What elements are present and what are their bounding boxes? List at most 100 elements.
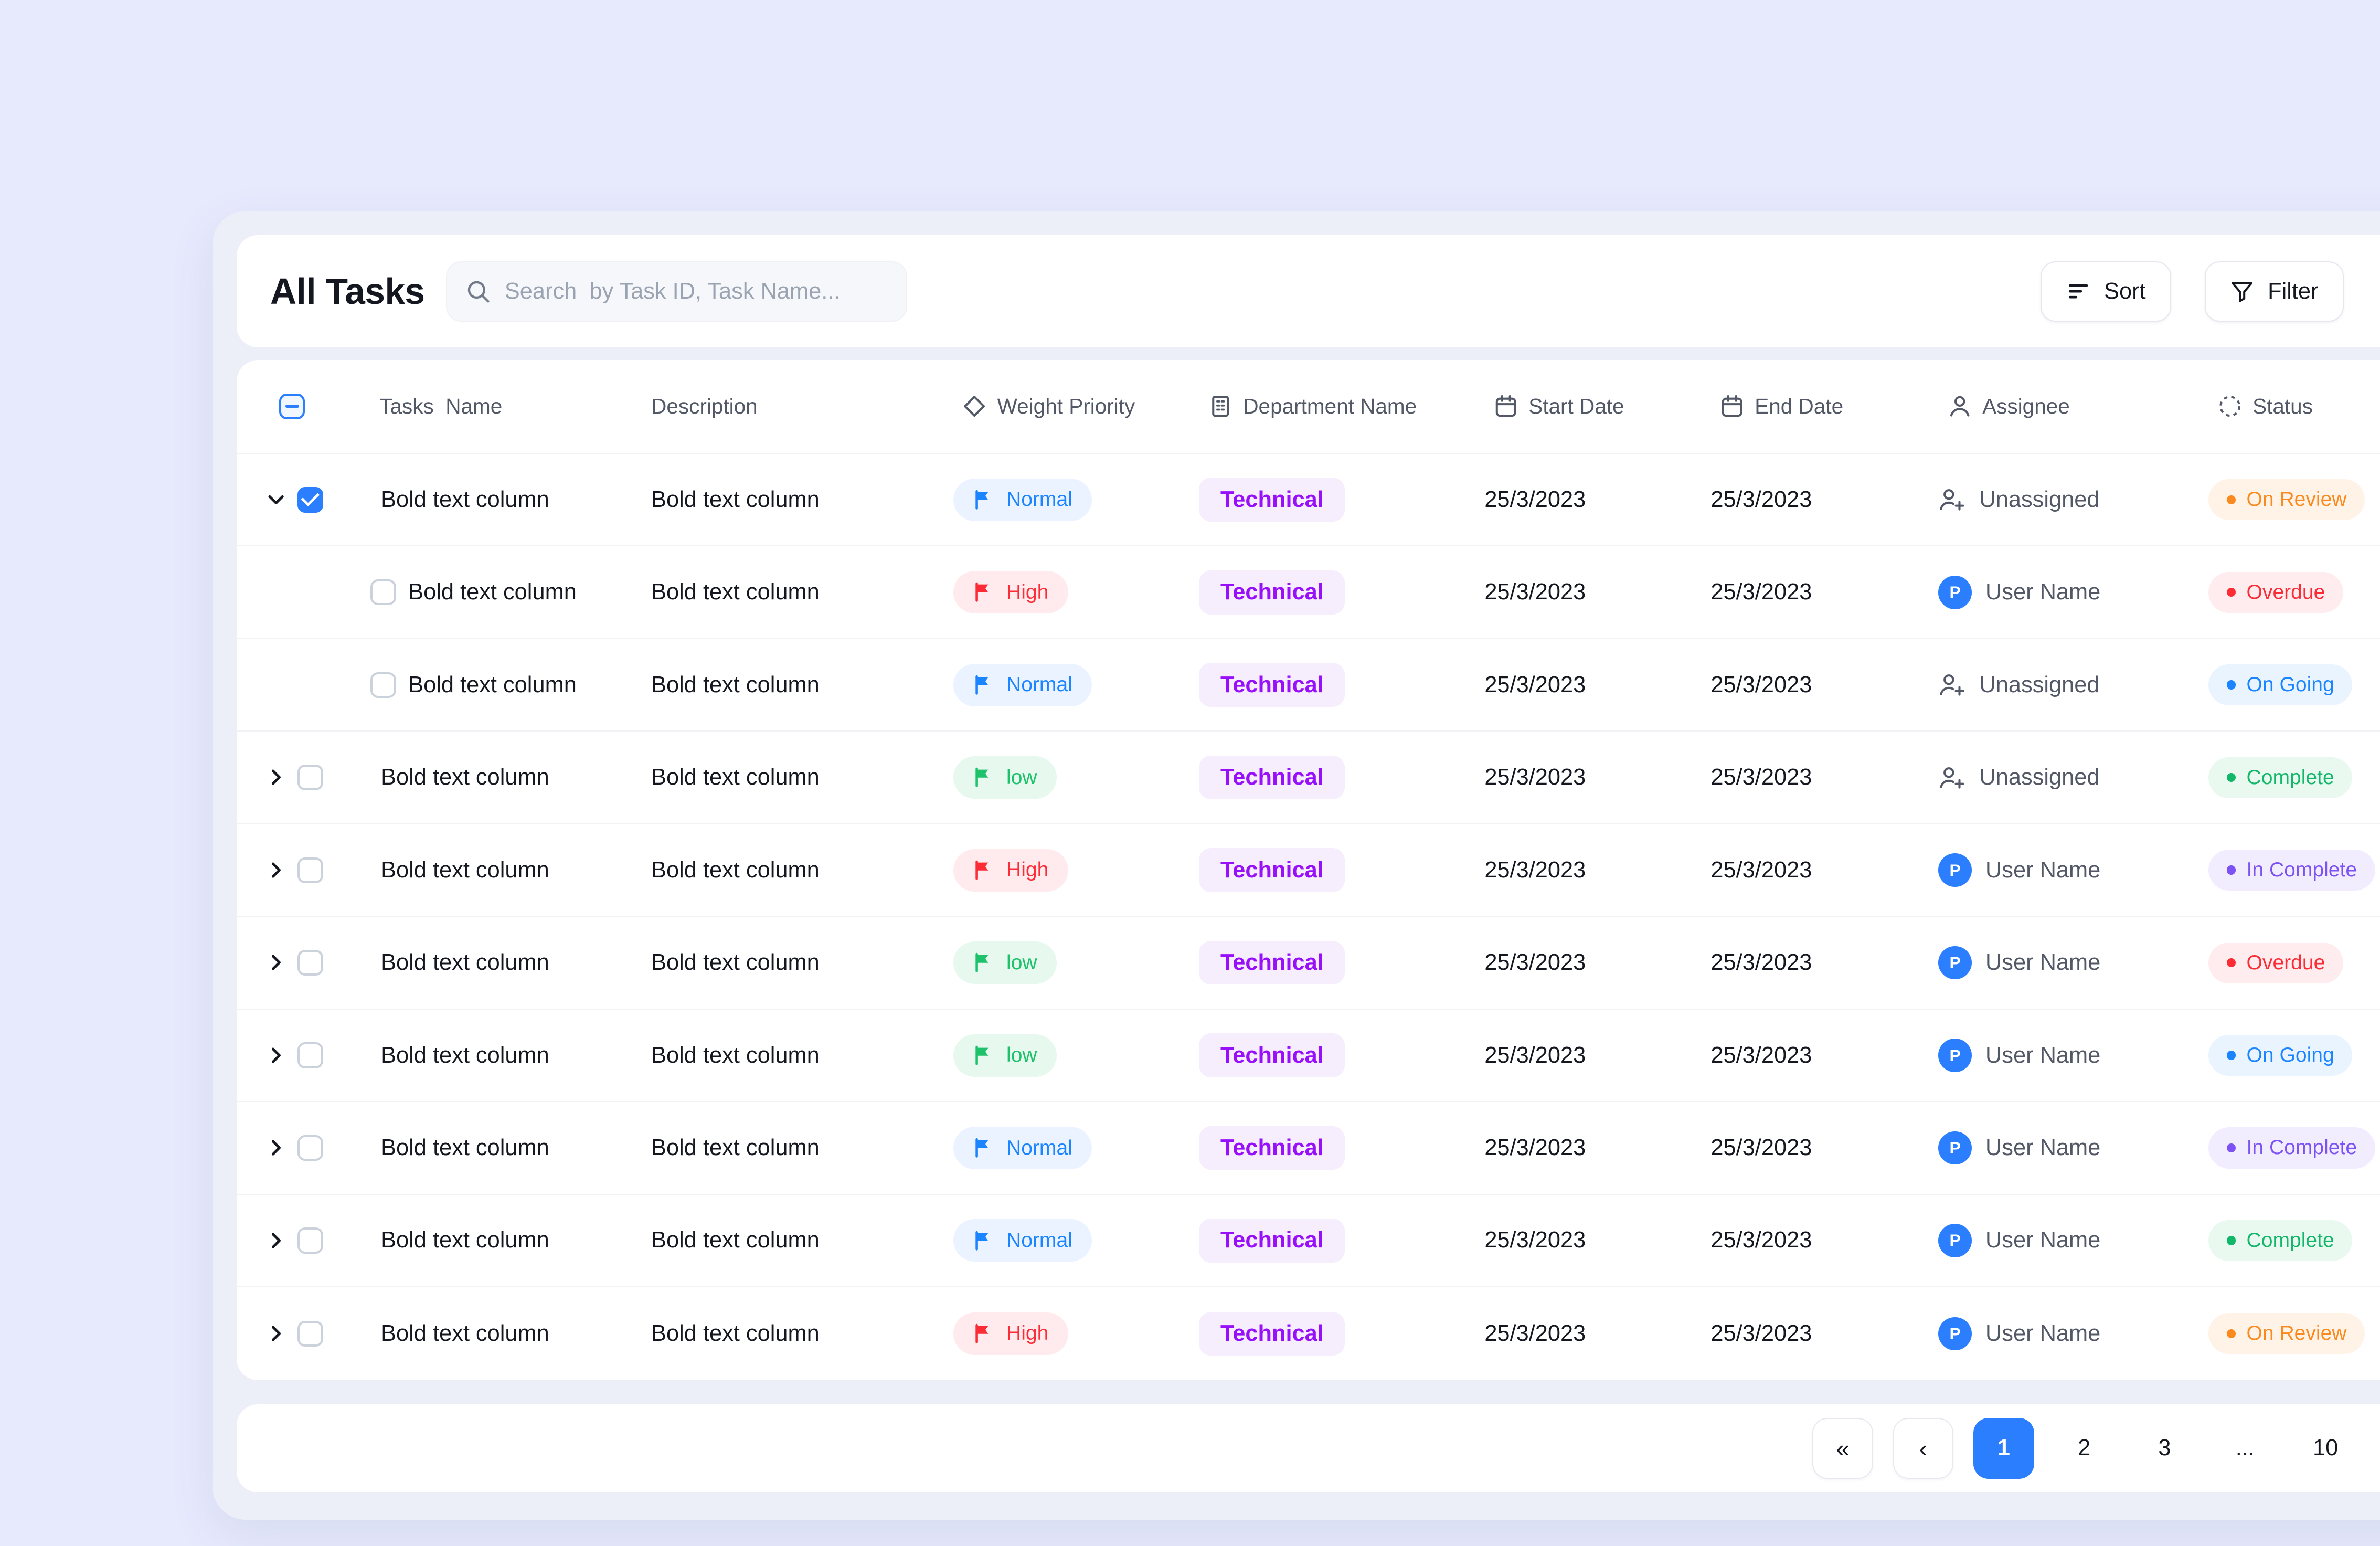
row-checkbox[interactable] xyxy=(370,672,396,698)
row-expander[interactable] xyxy=(261,488,292,512)
first-page-button[interactable]: « xyxy=(1812,1418,1873,1479)
flag-icon xyxy=(973,1323,994,1344)
search-box[interactable] xyxy=(446,261,907,322)
department-badge: Technical xyxy=(1199,1312,1345,1356)
status-badge: On Going xyxy=(2208,664,2352,705)
filter-icon xyxy=(2230,279,2254,303)
row-expander[interactable] xyxy=(261,1043,292,1067)
row-checkbox[interactable] xyxy=(298,857,323,883)
department-badge: Technical xyxy=(1199,1219,1345,1263)
priority-badge: High xyxy=(953,571,1068,613)
start-date: 25/3/2023 xyxy=(1484,579,1586,605)
end-date: 25/3/2023 xyxy=(1710,672,1812,698)
prev-page-button[interactable]: ‹ xyxy=(1893,1418,1954,1479)
filter-label: Filter xyxy=(2268,279,2318,304)
department-badge: Technical xyxy=(1199,570,1345,615)
row-checkbox[interactable] xyxy=(298,950,323,976)
row-checkbox[interactable] xyxy=(298,1321,323,1347)
unassigned-person-icon xyxy=(1938,671,1965,698)
search-icon xyxy=(465,279,491,304)
priority-badge: Normal xyxy=(953,1127,1092,1169)
priority-label: High xyxy=(1006,581,1048,604)
assignee-name: User Name xyxy=(1985,1321,2100,1347)
assignee-name: User Name xyxy=(1985,1135,2100,1161)
assignee-name: Unassigned xyxy=(1979,487,2099,513)
unassigned-person-icon xyxy=(1938,486,1965,513)
task-name: Bold text column xyxy=(381,1135,549,1161)
next-page-button[interactable]: › xyxy=(2376,1418,2380,1479)
start-date: 25/3/2023 xyxy=(1484,487,1586,513)
department-badge: Technical xyxy=(1199,941,1345,985)
select-all-checkbox[interactable] xyxy=(279,394,305,419)
row-expander[interactable] xyxy=(261,858,292,882)
chevron-right-icon xyxy=(264,1321,288,1346)
row-checkbox[interactable] xyxy=(298,487,323,513)
sort-button[interactable]: Sort xyxy=(2041,261,2171,322)
priority-badge: Normal xyxy=(953,479,1092,521)
task-description: Bold text column xyxy=(651,672,820,698)
priority-label: High xyxy=(1006,1322,1048,1345)
page-button-3[interactable]: 3 xyxy=(2134,1418,2195,1479)
footer: « ‹ 123... 10 › xyxy=(237,1404,2380,1492)
row-checkbox[interactable] xyxy=(298,1135,323,1161)
avatar: P xyxy=(1938,576,1972,609)
start-date: 25/3/2023 xyxy=(1484,857,1586,883)
search-input[interactable] xyxy=(505,279,884,304)
start-date: 25/3/2023 xyxy=(1484,1135,1586,1161)
page-title: All Tasks xyxy=(270,270,424,312)
page-ellipsis: ... xyxy=(2215,1418,2276,1479)
page-button-10[interactable]: 10 xyxy=(2295,1418,2356,1479)
priority-badge: low xyxy=(953,941,1057,984)
priority-label: Normal xyxy=(1006,1229,1072,1252)
column-header-assignee: Assignee xyxy=(1982,394,2070,419)
priority-label: High xyxy=(1006,859,1048,882)
end-date: 25/3/2023 xyxy=(1710,1321,1812,1347)
table-row: Bold text column Bold text column low Te… xyxy=(237,917,2380,1009)
task-name: Bold text column xyxy=(381,857,549,883)
assignee-name: Unassigned xyxy=(1979,765,2099,790)
row-expander[interactable] xyxy=(261,1136,292,1160)
status-badge: In Complete xyxy=(2208,850,2375,891)
assignee-name: User Name xyxy=(1985,950,2100,976)
status-label: In Complete xyxy=(2247,1136,2357,1159)
chevron-right-icon xyxy=(264,765,288,789)
table-header-row: Tasks Name Description Weight Priority D… xyxy=(237,360,2380,454)
row-expander[interactable] xyxy=(261,1229,292,1253)
row-checkbox[interactable] xyxy=(298,1227,323,1253)
status-label: On Review xyxy=(2247,488,2347,511)
task-description: Bold text column xyxy=(651,1321,820,1347)
start-date: 25/3/2023 xyxy=(1484,1227,1586,1253)
assignee-name: User Name xyxy=(1985,1043,2100,1068)
row-expander[interactable] xyxy=(261,950,292,975)
assignee-name: User Name xyxy=(1985,1227,2100,1253)
priority-badge: Normal xyxy=(953,664,1092,706)
sort-label: Sort xyxy=(2104,279,2146,304)
assignee-name: User Name xyxy=(1985,579,2100,605)
filter-button[interactable]: Filter xyxy=(2205,261,2344,322)
row-checkbox[interactable] xyxy=(370,579,396,605)
diamond-icon xyxy=(962,394,986,418)
status-label: Overdue xyxy=(2247,951,2325,975)
avatar: P xyxy=(1938,1039,1972,1072)
department-badge: Technical xyxy=(1199,848,1345,892)
page-button-1[interactable]: 1 xyxy=(1973,1418,2034,1479)
table-row: Bold text column Bold text column Normal… xyxy=(237,639,2380,732)
person-icon xyxy=(1948,394,1972,418)
row-expander[interactable] xyxy=(261,1321,292,1346)
row-expander[interactable] xyxy=(261,765,292,789)
flag-icon xyxy=(973,581,994,603)
table-row: Bold text column Bold text column low Te… xyxy=(237,1010,2380,1102)
end-date: 25/3/2023 xyxy=(1710,1043,1812,1068)
task-description: Bold text column xyxy=(651,857,820,883)
avatar: P xyxy=(1938,1131,1972,1165)
table-row: Bold text column Bold text column High T… xyxy=(237,546,2380,639)
task-name: Bold text column xyxy=(381,1227,549,1253)
flag-icon xyxy=(973,1137,994,1159)
row-checkbox[interactable] xyxy=(298,765,323,790)
end-date: 25/3/2023 xyxy=(1710,487,1812,513)
flag-icon xyxy=(973,674,994,696)
priority-badge: High xyxy=(953,849,1068,892)
row-checkbox[interactable] xyxy=(298,1042,323,1068)
priority-label: Normal xyxy=(1006,488,1072,511)
page-button-2[interactable]: 2 xyxy=(2054,1418,2115,1479)
